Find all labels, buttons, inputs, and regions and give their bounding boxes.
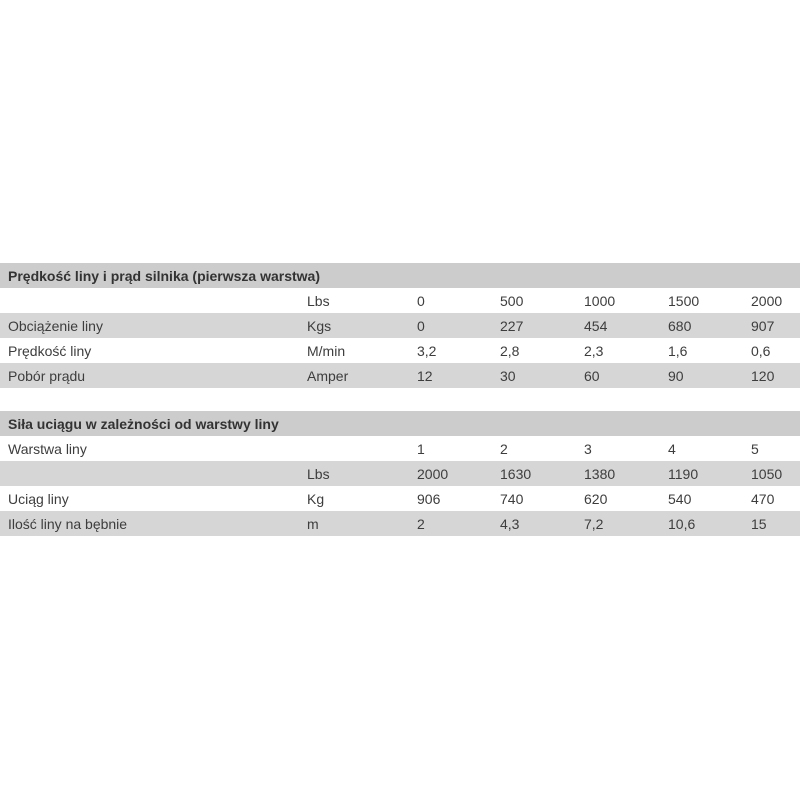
table-title: Prędkość liny i prąd silnika (pierwsza w…	[0, 263, 800, 288]
value-cell: 2,3	[584, 342, 604, 359]
row-label: Prędkość liny	[8, 342, 92, 359]
value-cell: 1630	[500, 465, 532, 482]
table-row: Warstwa liny 1 2 3 4 5	[0, 436, 800, 461]
value-cell: 227	[500, 317, 524, 334]
table-row: Pobór prądu Amper 12 30 60 90 120	[0, 363, 800, 388]
value-cell: 0	[417, 317, 425, 334]
row-unit: M/min	[307, 342, 346, 359]
row-unit: Amper	[307, 367, 349, 384]
table-row: Ilość liny na bębnie m 2 4,3 7,2 10,6 15	[0, 511, 800, 536]
value-cell: 2	[417, 515, 425, 532]
value-cell: 2	[500, 440, 508, 457]
pull-force-table: Siła uciągu w zależności od warstwy liny…	[0, 411, 800, 536]
value-cell: 1	[417, 440, 425, 457]
row-label: Pobór prądu	[8, 367, 86, 384]
value-cell: 4,3	[500, 515, 520, 532]
value-cell: 3,2	[417, 342, 437, 359]
row-unit: m	[307, 515, 319, 532]
value-cell: 2000	[751, 292, 783, 309]
value-cell: 1,6	[668, 342, 688, 359]
value-cell: 454	[584, 317, 608, 334]
row-label	[0, 461, 300, 486]
table-title-row: Siła uciągu w zależności od warstwy liny	[0, 411, 800, 436]
value-cell: 5	[751, 440, 759, 457]
value-cell: 500	[500, 292, 524, 309]
value-cell: 1500	[668, 292, 700, 309]
value-cell: 10,6	[668, 515, 696, 532]
table-row: Obciążenie liny Kgs 0 227 454 680 907	[0, 313, 800, 338]
row-label: Uciąg liny	[8, 490, 69, 507]
row-unit: Kgs	[307, 317, 332, 334]
value-cell: 120	[751, 367, 775, 384]
value-cell: 2,8	[500, 342, 520, 359]
table-row: Prędkość liny M/min 3,2 2,8 2,3 1,6 0,6	[0, 338, 800, 363]
speed-current-table: Prędkość liny i prąd silnika (pierwsza w…	[0, 263, 800, 388]
value-cell: 620	[584, 490, 608, 507]
row-unit: Lbs	[307, 465, 330, 482]
row-unit	[300, 436, 412, 461]
table-row: Lbs 2000 1630 1380 1190 1050	[0, 461, 800, 486]
value-cell: 0	[417, 292, 425, 309]
value-cell: 1050	[751, 465, 783, 482]
value-cell: 680	[668, 317, 692, 334]
value-cell: 0,6	[751, 342, 771, 359]
value-cell: 470	[751, 490, 775, 507]
row-unit: Kg	[307, 490, 325, 507]
value-cell: 15	[751, 515, 767, 532]
table-title-row: Prędkość liny i prąd silnika (pierwsza w…	[0, 263, 800, 288]
value-cell: 90	[668, 367, 684, 384]
value-cell: 30	[500, 367, 516, 384]
value-cell: 740	[500, 490, 524, 507]
value-cell: 907	[751, 317, 775, 334]
value-cell: 1000	[584, 292, 616, 309]
row-label: Ilość liny na bębnie	[8, 515, 128, 532]
row-label: Obciążenie liny	[8, 317, 103, 334]
table-title: Siła uciągu w zależności od warstwy liny	[0, 411, 800, 436]
value-cell: 540	[668, 490, 692, 507]
value-cell: 906	[417, 490, 441, 507]
row-label	[0, 288, 300, 313]
value-cell: 60	[584, 367, 600, 384]
table-row: Lbs 0 500 1000 1500 2000	[0, 288, 800, 313]
row-unit: Lbs	[307, 292, 330, 309]
table-row: Uciąg liny Kg 906 740 620 540 470	[0, 486, 800, 511]
value-cell: 1380	[584, 465, 616, 482]
value-cell: 4	[668, 440, 676, 457]
value-cell: 1190	[668, 465, 699, 482]
value-cell: 7,2	[584, 515, 604, 532]
value-cell: 12	[417, 367, 433, 384]
value-cell: 3	[584, 440, 592, 457]
row-label: Warstwa liny	[8, 440, 87, 457]
value-cell: 2000	[417, 465, 449, 482]
